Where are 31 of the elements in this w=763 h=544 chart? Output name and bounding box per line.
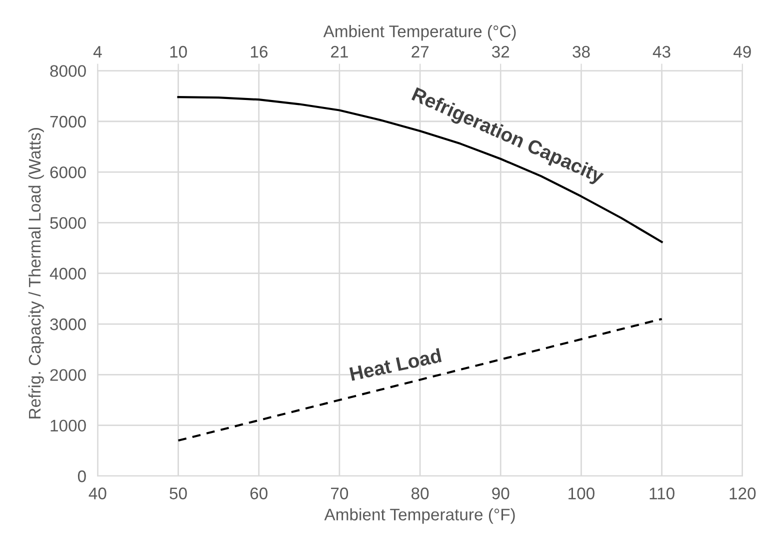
y-tick-label: 3000 bbox=[50, 318, 86, 330]
x-tick-label: 120 bbox=[730, 488, 756, 500]
x-tick-label: 110 bbox=[650, 488, 674, 500]
y-tick-label: 1000 bbox=[50, 420, 86, 432]
x-tick-label: 80 bbox=[411, 488, 429, 500]
y-tick-label: 0 bbox=[78, 470, 86, 482]
x2-tick-label: 27 bbox=[412, 46, 429, 58]
x2-tick-label: 21 bbox=[331, 46, 348, 58]
y-tick-label: 6000 bbox=[50, 166, 86, 178]
x-tick-label: 90 bbox=[492, 488, 510, 500]
text: Heat Load bbox=[349, 348, 442, 381]
x2-axis-title: Ambient Temperature (°C) bbox=[323, 25, 516, 41]
x-tick-label: 40 bbox=[88, 488, 106, 500]
x-tick-label: 70 bbox=[331, 488, 348, 500]
x-tick-label: 50 bbox=[170, 488, 187, 500]
x2-tick-label: 49 bbox=[734, 46, 751, 58]
y-tick-label: 4000 bbox=[50, 268, 86, 280]
y-tick-label: 5000 bbox=[50, 217, 86, 229]
x-axis-title: Ambient Temperature (°F) bbox=[324, 508, 515, 524]
y-tick-label: 8000 bbox=[50, 65, 86, 77]
x2-tick-label: 32 bbox=[492, 46, 510, 58]
x-tick-label: 60 bbox=[250, 488, 268, 500]
y-tick-label: 2000 bbox=[50, 369, 86, 381]
x2-tick-label: 38 bbox=[572, 46, 590, 58]
x2-tick-label: 43 bbox=[652, 46, 670, 58]
y-axis-title: Refrig. Capacity / Thermal Load (Watts) bbox=[28, 128, 44, 418]
x-tick-label: 100 bbox=[568, 488, 594, 500]
y-tick-label: 7000 bbox=[50, 116, 86, 128]
x2-tick-label: 4 bbox=[93, 46, 102, 58]
x2-tick-label: 10 bbox=[170, 46, 187, 58]
x2-tick-label: 16 bbox=[250, 46, 268, 58]
